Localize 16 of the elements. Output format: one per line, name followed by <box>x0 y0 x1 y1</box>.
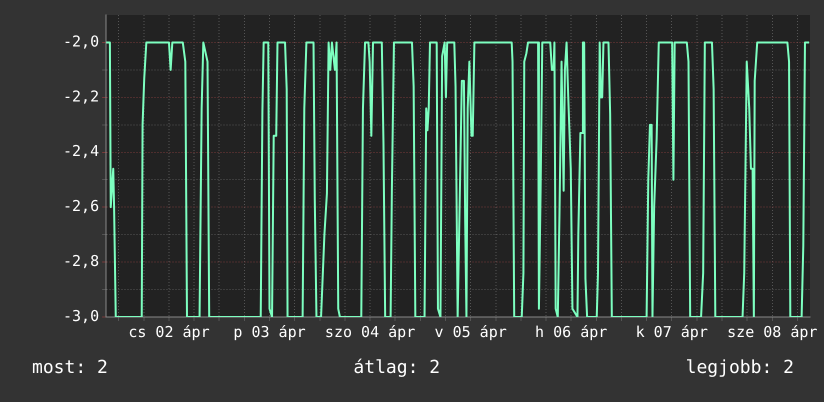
x-tick-label: k 07 ápr <box>636 322 708 341</box>
text: legjobb: 2 <box>686 357 794 378</box>
y-tick-label: -2,6 <box>63 197 100 216</box>
text: átlag: 2 <box>353 357 440 378</box>
x-tick-label: h 06 ápr <box>535 322 608 341</box>
x-tick-label: cs 02 ápr <box>128 322 210 341</box>
text: most: 2 <box>32 357 108 378</box>
y-tick-label: -2,8 <box>63 252 100 270</box>
y-tick-label: -2,4 <box>63 142 100 160</box>
x-tick-label: v 05 ápr <box>434 322 507 341</box>
y-tick-label: -2,2 <box>63 87 100 106</box>
y-tick-label: -2,0 <box>63 32 100 50</box>
x-tick-label: szo 04 ápr <box>324 322 416 341</box>
x-tick-label: sze 08 ápr <box>727 322 818 341</box>
x-tick-label: p 03 ápr <box>233 322 306 341</box>
y-tick-label: -3,0 <box>63 306 100 325</box>
